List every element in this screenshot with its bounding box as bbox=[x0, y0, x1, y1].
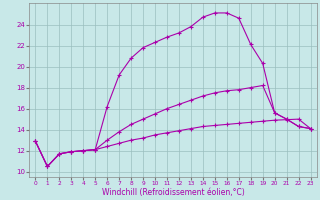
X-axis label: Windchill (Refroidissement éolien,°C): Windchill (Refroidissement éolien,°C) bbox=[102, 188, 244, 197]
